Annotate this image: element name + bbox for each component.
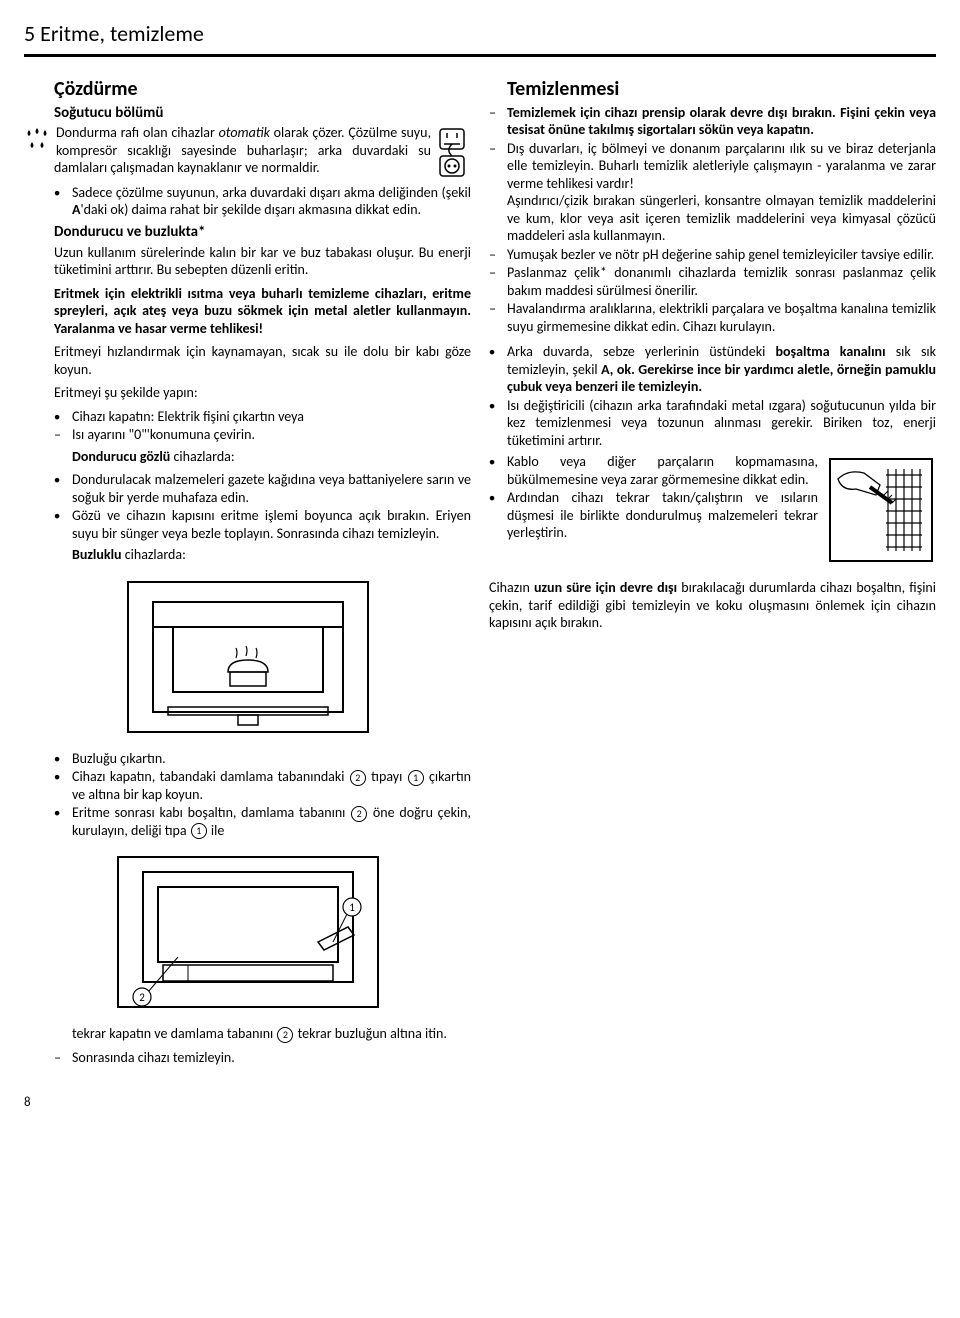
hot-water-tip: Eritmeyi hızlandırmak için kaynamayan, s… — [54, 343, 471, 378]
step-wrap-food: Dondurulacak malzemeleri gazete kağıdına… — [54, 471, 471, 506]
defrost-steps-intro: Eritmeyi şu şekilde yapın: — [54, 384, 471, 402]
drain-hole-note: Sadece çözülme suyunun, arka duvardaki d… — [54, 184, 471, 219]
clean-restart: Ardından cihazı tekrar takın/çalıştırın … — [489, 489, 818, 542]
left-column: Çözdürme Soğutucu bölümü — [24, 73, 471, 1071]
icebox-figure-1 — [118, 572, 378, 742]
freezer-compartment-label: Dondurucu gözlü cihazlarda: — [72, 448, 471, 466]
drops-icon — [24, 126, 50, 156]
plug-off-icons — [437, 126, 471, 180]
step-close-plug: tekrar kapatın ve damlama tabanını 2 tek… — [72, 1025, 471, 1043]
clean-heat-exchanger: Isı değiştiricili (cihazın arka tarafınd… — [489, 397, 936, 450]
svg-text:2: 2 — [139, 991, 145, 1004]
icebox-figure-2: 2 1 — [108, 847, 388, 1017]
step-set-zero: Isı ayarını "0"'konumuna çevirin. — [54, 426, 471, 444]
two-column-layout: Çözdürme Soğutucu bölümü — [24, 73, 936, 1071]
clean-soft-cloth: Yumuşak bezler ve nötr pH değerine sahip… — [489, 246, 936, 264]
freezer-section-heading: Dondurucu ve buzlukta* — [54, 223, 471, 242]
defrost-warning: Eritmek için elektrikli ısıtma veya buha… — [54, 285, 471, 338]
chapter-title: 5 Eritme, temizleme — [24, 20, 936, 50]
clean-no-water-vents: Havalandırma aralıklarına, elektrikli pa… — [489, 300, 936, 335]
step-remove-plug: Cihazı kapatın, tabandaki damlama tabanı… — [54, 768, 471, 803]
clean-walls: Dış duvarları, iç bölmeyi ve donanım par… — [489, 140, 936, 245]
step-open-door: Gözü ve cihazın kapısını eritme işlemi b… — [54, 507, 471, 542]
ice-buildup-paragraph: Uzun kullanım sürelerinde kalın bir kar … — [54, 244, 471, 279]
brush-grille-figure — [826, 455, 936, 565]
step-remove-icebox: Buzluğu çıkartın. — [54, 750, 471, 768]
clean-drain-channel: Arka duvarda, sebze yerlerinin üstündeki… — [489, 343, 936, 396]
right-column: Temizlenmesi Temizlemek için cihazı pren… — [489, 73, 936, 1071]
step-clean-after: Sonrasında cihazı temizleyin. — [54, 1049, 471, 1067]
icebox-label: Buzluklu cihazlarda: — [72, 546, 471, 564]
svg-text:1: 1 — [349, 901, 355, 914]
step-empty-container: Eritme sonrası kabı boşaltın, damlama ta… — [54, 804, 471, 839]
clean-unplug: Temizlemek için cihazı prensip olarak de… — [489, 104, 936, 139]
fridge-section-heading: Soğutucu bölümü — [54, 104, 471, 123]
page-number: 8 — [24, 1095, 936, 1111]
chapter-rule — [24, 54, 936, 57]
long-term-off-paragraph: Cihazın uzun süre için devre dışı bırakı… — [489, 579, 936, 632]
step-unplug: Cihazı kapatın: Elektrik fişini çıkartın… — [54, 408, 471, 426]
defrost-heading: Çözdürme — [54, 77, 471, 102]
cleaning-heading: Temizlenmesi — [507, 77, 936, 102]
clean-cable-care: Kablo veya diğer parçaların kopmamasına,… — [489, 453, 818, 488]
auto-defrost-paragraph: Dondurma rafı olan cihazlar otomatik ola… — [54, 124, 471, 177]
clean-stainless: Paslanmaz çelik* donanımlı cihazlarda te… — [489, 264, 936, 299]
